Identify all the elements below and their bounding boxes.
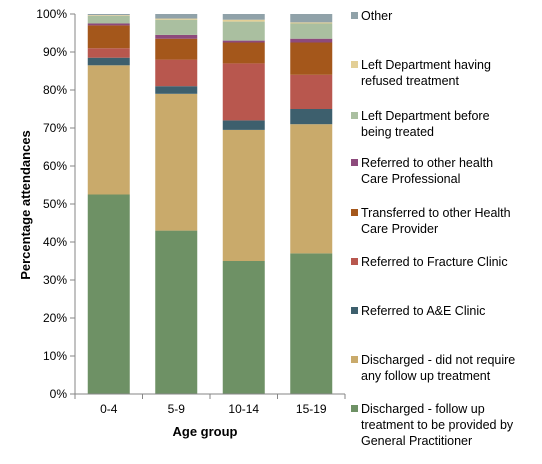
legend-label: Referred to other health Care Professiona…	[361, 156, 493, 186]
bar-segment	[290, 22, 333, 24]
legend-item: Referred to other health Care Professiona…	[351, 156, 493, 186]
bar-segment	[290, 38, 333, 43]
bar-segment	[155, 38, 198, 60]
legend-item: Other	[351, 9, 392, 23]
bar-segment	[290, 23, 333, 39]
legend-swatch	[351, 405, 358, 412]
legend-label: Transferred to other Health Care Provider	[361, 206, 511, 236]
legend-swatch	[351, 159, 358, 166]
bar-segment	[222, 42, 265, 64]
legend-swatch	[351, 356, 358, 363]
bar-segment	[222, 19, 265, 22]
legend-item: Referred to Fracture Clinic	[351, 255, 508, 269]
bar-segment	[290, 253, 333, 394]
bar-segment	[87, 25, 130, 49]
y-tick-label: 90%	[43, 45, 67, 59]
bar-segment	[155, 19, 198, 35]
bar-segment	[222, 14, 265, 20]
x-tick-label: 10-14	[228, 402, 259, 416]
bar-segment	[87, 57, 130, 66]
bar-segment	[222, 63, 265, 121]
x-tick-label: 15-19	[296, 402, 327, 416]
bar-segment	[87, 194, 130, 394]
bar-segment	[155, 18, 198, 20]
bar-segment	[155, 34, 198, 39]
bar-segment	[87, 65, 130, 195]
bar-segment	[87, 14, 130, 16]
bar-segment	[155, 59, 198, 87]
bar-segment	[222, 120, 265, 130]
legend-swatch	[351, 209, 358, 216]
bar-segment	[155, 86, 198, 94]
y-tick-label: 80%	[43, 83, 67, 97]
y-tick-label: 20%	[43, 311, 67, 325]
legend-item: Left Department before being treated	[351, 109, 490, 139]
axes-layer: 0% 10% 20% 30% 40% 50% 60% 70% 80% 90% 100% 0-4 5-9 1…	[36, 7, 346, 416]
bar-segment	[290, 14, 333, 23]
bar-segment	[87, 48, 130, 58]
x-axis-title: Age group	[173, 424, 238, 439]
bar-segment	[222, 21, 265, 41]
bar-segment	[290, 42, 333, 75]
legend-item: Discharged - did not require any follow u…	[351, 353, 515, 383]
y-tick-label: 10%	[43, 349, 67, 363]
x-tick-label: 0-4	[100, 402, 118, 416]
bar-segment	[155, 93, 198, 231]
legend-item: Left Department having refused treatment	[351, 58, 491, 88]
y-tick-label: 0%	[50, 387, 68, 401]
bar-segment	[155, 230, 198, 394]
bar-segment	[222, 129, 265, 261]
legend-label: Other	[361, 9, 392, 23]
y-tick-label: 40%	[43, 235, 67, 249]
legend-swatch	[351, 307, 358, 314]
legend: Other Left Department having refused treat…	[351, 9, 515, 448]
legend-swatch	[351, 112, 358, 119]
legend-swatch	[351, 61, 358, 68]
bar-segment	[290, 109, 333, 125]
bar-segment	[87, 15, 130, 16]
y-tick-label: 50%	[43, 197, 67, 211]
legend-item: Referred to A&E Clinic	[351, 304, 485, 318]
y-axis-title: Percentage attendances	[18, 130, 33, 280]
legend-label: Left Department having refused treatment	[361, 58, 491, 88]
bar-segment	[290, 74, 333, 109]
y-tick-label: 70%	[43, 121, 67, 135]
x-tick-label: 5-9	[168, 402, 186, 416]
legend-item: Transferred to other Health Care Provider	[351, 206, 511, 236]
legend-swatch	[351, 258, 358, 265]
legend-swatch	[351, 12, 358, 19]
legend-label: Referred to A&E Clinic	[361, 304, 485, 318]
y-tick-label: 60%	[43, 159, 67, 173]
bar-segment	[87, 15, 130, 24]
bar-segment	[290, 124, 333, 254]
bar-segment	[222, 261, 265, 394]
legend-label: Discharged - follow up treatment to be pr…	[361, 402, 514, 448]
bars-layer	[87, 14, 333, 394]
bar-segment	[222, 40, 265, 43]
legend-label: Referred to Fracture Clinic	[361, 255, 508, 269]
legend-item: Discharged - follow up treatment to be pr…	[351, 402, 514, 448]
y-tick-label: 100%	[36, 7, 67, 21]
y-tick-label: 30%	[43, 273, 67, 287]
legend-label: Discharged - did not require any follow u…	[361, 353, 515, 383]
bar-segment	[155, 14, 198, 19]
legend-label: Left Department before being treated	[361, 109, 490, 139]
bar-segment	[87, 23, 130, 26]
